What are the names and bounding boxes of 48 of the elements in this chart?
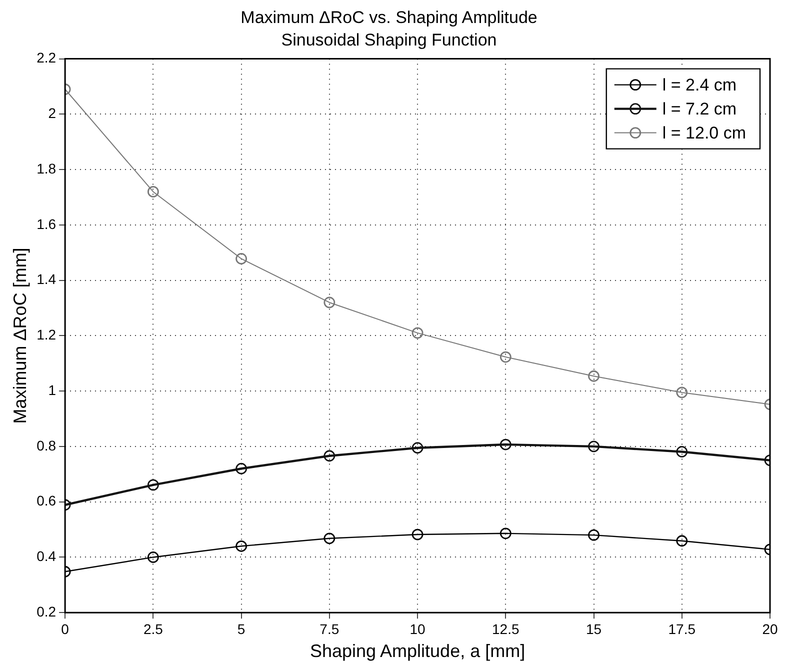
x-tick-label: 5 xyxy=(237,620,246,637)
y-tick-label: 2 xyxy=(48,105,56,122)
point xyxy=(412,528,424,540)
y-tick-label: 1.6 xyxy=(36,216,56,232)
x-tick-label: 12.5 xyxy=(492,620,520,637)
point xyxy=(676,446,688,458)
point xyxy=(500,438,512,450)
x-tick-label: 7.5 xyxy=(320,620,340,637)
y-axis-title: Maximum ΔRoC [mm] xyxy=(10,248,30,424)
x-tick-label: 17.5 xyxy=(668,620,696,637)
x-tick-label: 15 xyxy=(586,620,602,637)
legend-label: l = 12.0 cm xyxy=(662,123,746,142)
y-tick-label: 0.4 xyxy=(36,548,56,564)
legend-label: l = 7.2 cm xyxy=(662,99,737,118)
y-tick-label: 0.8 xyxy=(36,437,56,454)
x-tick-label: 20 xyxy=(762,620,778,637)
point xyxy=(147,479,159,491)
point xyxy=(676,386,688,398)
point xyxy=(147,186,159,198)
point xyxy=(500,528,512,540)
point xyxy=(588,370,600,382)
x-tick-label: 10 xyxy=(410,620,426,637)
legend-label: l = 2.4 cm xyxy=(662,75,737,94)
point xyxy=(324,296,336,308)
point xyxy=(500,351,512,363)
y-tick-label: 1.4 xyxy=(36,271,56,288)
point xyxy=(412,327,424,339)
point xyxy=(324,450,336,462)
point xyxy=(588,440,600,452)
y-tick-label: 2.2 xyxy=(36,50,56,66)
x-tick-label: 2.5 xyxy=(143,620,164,637)
point xyxy=(412,442,424,454)
y-tick-label: 0.6 xyxy=(36,492,56,509)
x-tick-label: 0 xyxy=(61,620,70,637)
y-tick-label: 1.2 xyxy=(36,326,56,343)
chart-subtitle: Sinusoidal Shaping Function xyxy=(281,30,497,50)
point xyxy=(147,552,159,563)
point xyxy=(236,540,247,552)
point xyxy=(236,253,247,264)
point xyxy=(588,529,600,541)
chart-title: Maximum ΔRoC vs. Shaping Amplitude xyxy=(240,8,538,27)
point xyxy=(236,462,247,474)
point xyxy=(676,535,688,547)
y-tick-label: 1 xyxy=(48,382,56,398)
x-axis-title: Shaping Amplitude, a [mm] xyxy=(310,641,526,662)
y-tick-label: 1.8 xyxy=(36,160,56,176)
point xyxy=(324,532,336,544)
y-tick-label: 0.2 xyxy=(36,603,56,620)
